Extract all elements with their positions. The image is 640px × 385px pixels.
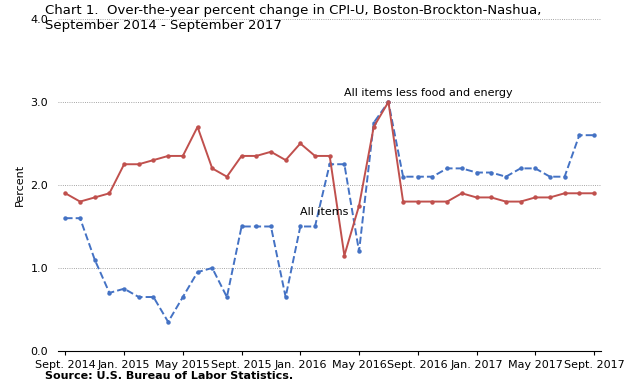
Text: All items: All items — [300, 206, 349, 216]
Text: Source: U.S. Bureau of Labor Statistics.: Source: U.S. Bureau of Labor Statistics. — [45, 371, 293, 381]
Text: All items less food and energy: All items less food and energy — [344, 88, 513, 98]
Text: Chart 1.  Over-the-year percent change in CPI-U, Boston-Brockton-Nashua,
Septemb: Chart 1. Over-the-year percent change in… — [45, 4, 541, 32]
Y-axis label: Percent: Percent — [15, 164, 25, 206]
